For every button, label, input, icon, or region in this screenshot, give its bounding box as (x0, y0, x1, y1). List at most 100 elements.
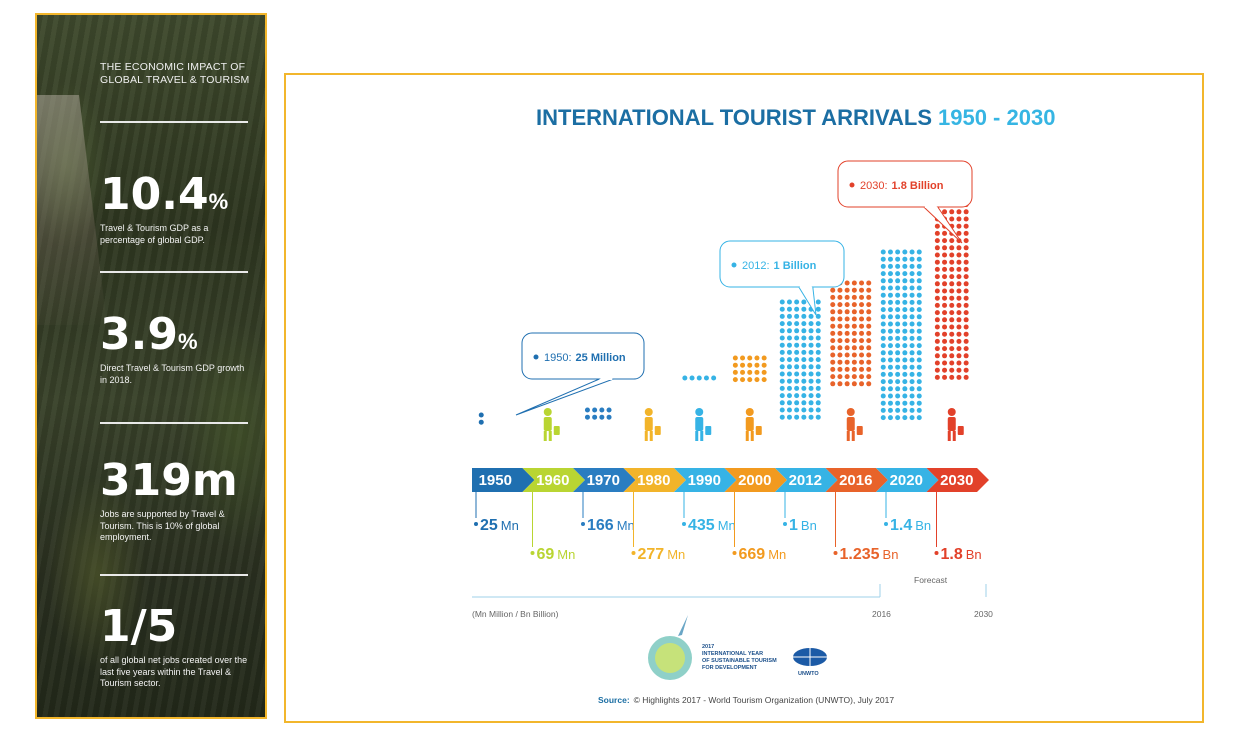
dot-2012 (786, 335, 792, 341)
dot-2030 (942, 374, 948, 380)
dot-2012 (779, 349, 785, 355)
dot-2020 (880, 357, 886, 363)
year-label: 1970 (587, 472, 620, 489)
dot-2016 (851, 345, 857, 351)
dot-2012 (801, 364, 807, 370)
dot-2020 (916, 343, 922, 349)
stat-description: of all global net jobs created over the … (100, 655, 248, 689)
dot-2030 (942, 266, 948, 272)
dot-2020 (902, 314, 908, 320)
dot-2030 (963, 223, 969, 229)
dot-2016 (851, 280, 857, 286)
dot-2020 (909, 321, 915, 327)
dot-2020 (902, 400, 908, 406)
dot-2012 (779, 328, 785, 334)
year-arrow-1960 (522, 468, 585, 492)
dot-2012 (786, 342, 792, 348)
dot-2020 (909, 263, 915, 269)
dot-2000 (761, 369, 767, 375)
dot-2020 (887, 271, 893, 277)
dot-2020 (916, 285, 922, 291)
callout-pointer (923, 206, 963, 244)
dot-2016 (866, 280, 872, 286)
dot-2012 (779, 321, 785, 327)
figure-body (695, 417, 704, 431)
dot-1950 (478, 419, 484, 425)
dot-2030 (956, 223, 962, 229)
dot-2020 (902, 343, 908, 349)
dot-2030 (934, 367, 940, 373)
dot-2020 (880, 299, 886, 305)
dot-2012 (815, 306, 821, 312)
dot-2012 (794, 313, 800, 319)
stat-description: Travel & Tourism GDP as a percentage of … (100, 223, 209, 245)
dot-2020 (895, 379, 901, 385)
figure-leg (548, 431, 552, 441)
year-label: 1950 (479, 472, 512, 489)
dot-2030 (949, 367, 955, 373)
dot-2020 (887, 249, 893, 255)
dot-2000 (732, 377, 738, 383)
dot-2020 (880, 307, 886, 313)
dot-2020 (880, 335, 886, 341)
dot-2016 (851, 338, 857, 344)
dot-2012 (779, 407, 785, 413)
value-number: 25 (480, 517, 498, 534)
dot-2000 (761, 362, 767, 368)
dot-2030 (956, 209, 962, 215)
dot-2020 (909, 314, 915, 320)
dot-2020 (916, 407, 922, 413)
dot-2020 (909, 407, 915, 413)
dot-2012 (786, 313, 792, 319)
dot-2030 (963, 331, 969, 337)
dot-2012 (786, 328, 792, 334)
stat-net-jobs: 1/5 of all global net jobs created over … (100, 605, 248, 690)
dot-2016 (844, 280, 850, 286)
dot-2030 (942, 302, 948, 308)
value-marker (631, 551, 636, 555)
dot-2016 (830, 381, 836, 387)
dot-2000 (761, 377, 767, 383)
dot-2030 (963, 338, 969, 344)
callout-year: 2030: (860, 180, 888, 192)
dot-2016 (859, 309, 865, 315)
dot-2016 (837, 309, 843, 315)
bridge-photo-detail (37, 95, 107, 325)
figure-head (695, 408, 704, 416)
dot-2016 (844, 287, 850, 293)
callout-value: 1.8 Billion (892, 180, 944, 192)
dot-2020 (916, 400, 922, 406)
dot-2012 (808, 407, 814, 413)
dot-2016 (844, 366, 850, 372)
dot-2016 (837, 316, 843, 322)
dot-2030 (963, 230, 969, 236)
dot-2016 (866, 359, 872, 365)
dot-2030 (956, 302, 962, 308)
dot-2030 (949, 317, 955, 323)
dot-2012 (779, 335, 785, 341)
value-marker (833, 551, 838, 555)
stat-value: 3.9 (100, 309, 178, 360)
dot-2030 (934, 374, 940, 380)
dot-2020 (916, 271, 922, 277)
dot-2030 (956, 266, 962, 272)
dot-2012 (794, 400, 800, 406)
dot-2020 (895, 343, 901, 349)
dot-2020 (916, 249, 922, 255)
dot-2012 (808, 342, 814, 348)
stat-gdp-growth: 3.9% Direct Travel & Tourism GDP growth … (100, 313, 248, 386)
dot-2030 (934, 288, 940, 294)
dot-2012 (786, 321, 792, 327)
year-label: 2012 (789, 472, 822, 489)
dot-2000 (747, 377, 753, 383)
figure-luggage (856, 426, 863, 435)
dot-2030 (942, 338, 948, 344)
dot-2020 (909, 357, 915, 363)
dot-2020 (909, 292, 915, 298)
dot-2020 (895, 314, 901, 320)
dot-2016 (851, 323, 857, 329)
unwto-logo: UNWTO (793, 648, 827, 677)
dot-2030 (934, 266, 940, 272)
dot-2012 (779, 364, 785, 370)
